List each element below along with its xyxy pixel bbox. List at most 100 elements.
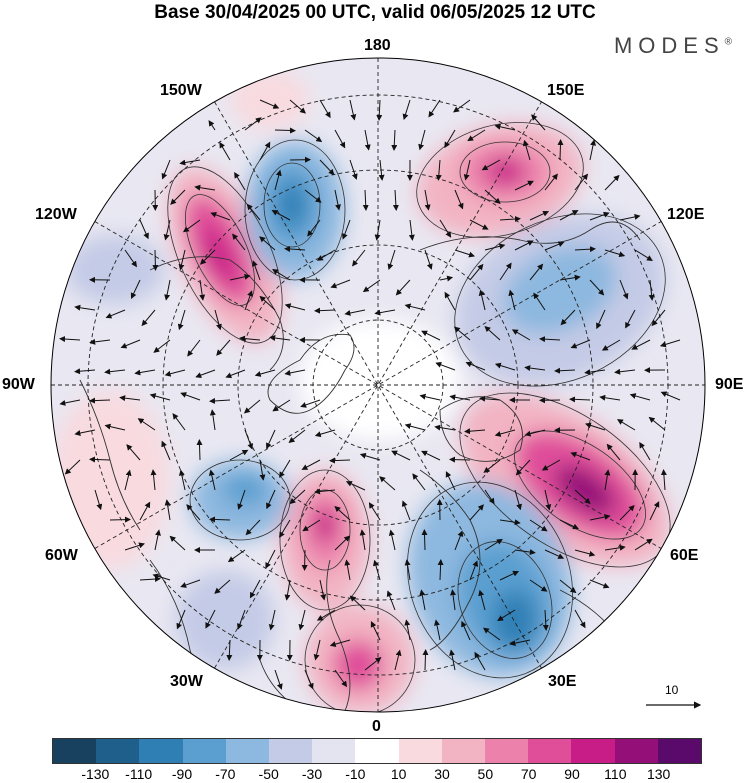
- wind-vector: [522, 139, 531, 161]
- wind-vector: [391, 450, 411, 461]
- wind-vector: [334, 535, 351, 551]
- colorbar-tick-label: 110: [604, 766, 627, 782]
- anomaly-sw-pink: [51, 390, 170, 570]
- wind-vector: [424, 189, 431, 211]
- wind-vector: [229, 449, 249, 461]
- colorbar-tick-label: -130: [81, 766, 110, 782]
- wind-vector: [154, 529, 161, 551]
- wind-vector: [289, 99, 306, 114]
- wind-vector: [74, 429, 96, 436]
- wind-vector: [533, 292, 546, 311]
- anomaly-goa-core: [278, 183, 306, 227]
- wind-vector: [463, 159, 471, 181]
- wind-vector: [209, 516, 231, 523]
- brand-logo: MODES®: [614, 33, 732, 59]
- wind-vector: [395, 279, 411, 296]
- wind-vector: [374, 309, 396, 316]
- colorbar-tick-label: -10: [345, 766, 366, 782]
- wind-vector: [104, 368, 126, 375]
- wind-vector: [484, 538, 503, 551]
- wind-vector: [494, 123, 516, 131]
- wind-vector: [172, 413, 186, 431]
- wind-vector: [214, 579, 231, 594]
- wind-vector: [445, 471, 456, 491]
- wind-vector: [454, 249, 475, 258]
- wind-vector: [574, 246, 596, 253]
- wind-vector: [362, 189, 369, 211]
- wind-vector: [284, 369, 306, 376]
- colorbar-swatch: [96, 739, 140, 763]
- wind-vector: [392, 189, 399, 211]
- wind-vector: [444, 291, 456, 311]
- lon-label-90e: 90E: [715, 376, 744, 393]
- wind-vector: [449, 649, 456, 671]
- wind-vector: [539, 336, 561, 343]
- wind-vector: [529, 263, 544, 281]
- wind-vector: [619, 504, 635, 521]
- map-disc: [51, 58, 705, 712]
- wind-vector: [404, 423, 426, 431]
- wind-vector: [585, 422, 606, 431]
- wind-vector: [352, 249, 366, 267]
- wind-vector: [439, 219, 452, 238]
- wind-vector: [418, 129, 426, 151]
- wind-vector: [484, 489, 495, 505]
- anomaly-nw-pink: [230, 70, 310, 130]
- colorbar-tick-label: -50: [258, 766, 279, 782]
- wind-vector: [524, 365, 546, 372]
- wind-vector: [316, 609, 336, 621]
- lon-label-0: 0: [372, 718, 381, 735]
- wind-vector: [104, 423, 126, 431]
- wind-vector: [141, 309, 156, 327]
- wind-vector: [254, 369, 276, 377]
- wind-vector: [307, 219, 321, 237]
- wind-vector: [313, 639, 321, 661]
- wind-vector: [268, 609, 276, 631]
- wind-vector: [514, 240, 534, 251]
- wind-vector: [272, 399, 291, 412]
- colorbar-swatch: [528, 739, 572, 763]
- wind-vector: [434, 424, 456, 431]
- wind-vector: [529, 210, 550, 221]
- wind-vector: [304, 129, 323, 143]
- wind-vector: [421, 330, 441, 341]
- wind-vector: [639, 441, 651, 461]
- anomaly-shading: [51, 70, 671, 712]
- colorbar-tick-label: 130: [646, 766, 671, 782]
- wind-vector: [237, 489, 246, 510]
- wind-vector: [469, 504, 484, 521]
- colorbar-swatch: [139, 739, 183, 763]
- wind-vector: [497, 609, 516, 622]
- wind-vector: [319, 159, 335, 176]
- wind-vector: [59, 336, 81, 343]
- wind-vector: [544, 549, 565, 559]
- wind-vector: [349, 159, 358, 180]
- wind-vector: [164, 279, 171, 301]
- wind-vector: [589, 139, 596, 161]
- wind-vector: [387, 249, 396, 270]
- wind-vector: [412, 473, 426, 491]
- wind-vector: [449, 456, 471, 463]
- wind-vector: [272, 269, 291, 281]
- wind-vector: [119, 395, 141, 402]
- wind-vector: [499, 519, 521, 526]
- wind-vector: [660, 469, 667, 491]
- wind-vector: [330, 279, 351, 289]
- wind-vector: [625, 309, 636, 329]
- wind-vector: [589, 514, 611, 521]
- wind-vector: [648, 416, 666, 431]
- wind-vector: [314, 307, 336, 314]
- wind-vector: [319, 99, 331, 119]
- wind-vector: [514, 489, 522, 511]
- wind-vector: [302, 519, 321, 532]
- wind-vector: [105, 309, 126, 319]
- wind-vector: [329, 457, 351, 464]
- reference-vector-label: 10: [665, 683, 679, 697]
- wind-vector: [484, 243, 506, 251]
- wind-vector: [481, 159, 501, 171]
- wind-vector: [435, 361, 456, 371]
- wind-vector: [164, 499, 171, 521]
- wind-vector: [424, 249, 433, 270]
- wind-vector: [421, 529, 428, 551]
